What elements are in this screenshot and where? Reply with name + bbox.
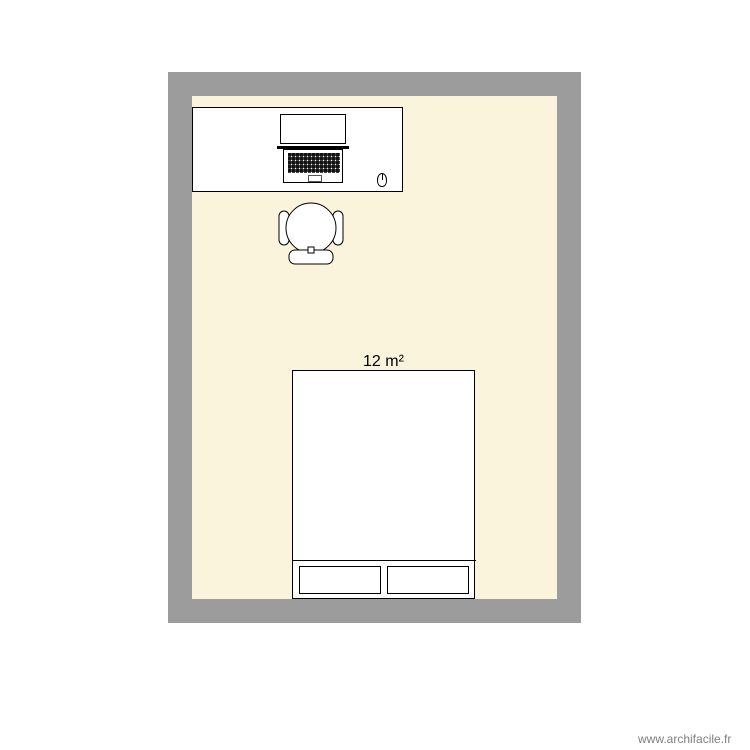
bed-storage-right <box>387 566 469 594</box>
wall-left <box>168 72 192 623</box>
room-area-label: 12 m² <box>363 353 404 371</box>
bed-storage-left <box>299 566 381 594</box>
laptop-screen <box>280 114 346 144</box>
wall-bottom <box>168 599 581 623</box>
floorplan-canvas: 12 m² www.archifacile.fr <box>0 0 750 750</box>
laptop-keyboard <box>288 153 340 173</box>
watermark-text: www.archifacile.fr <box>638 732 731 746</box>
mouse-icon <box>377 173 387 187</box>
bed <box>292 370 475 599</box>
office-chair-icon <box>272 199 350 271</box>
laptop-base <box>283 149 343 183</box>
laptop-icon <box>277 112 349 186</box>
wall-right <box>557 72 581 623</box>
laptop-trackpad <box>308 175 322 182</box>
bed-foot-divider <box>293 560 476 561</box>
wall-top <box>168 72 581 96</box>
